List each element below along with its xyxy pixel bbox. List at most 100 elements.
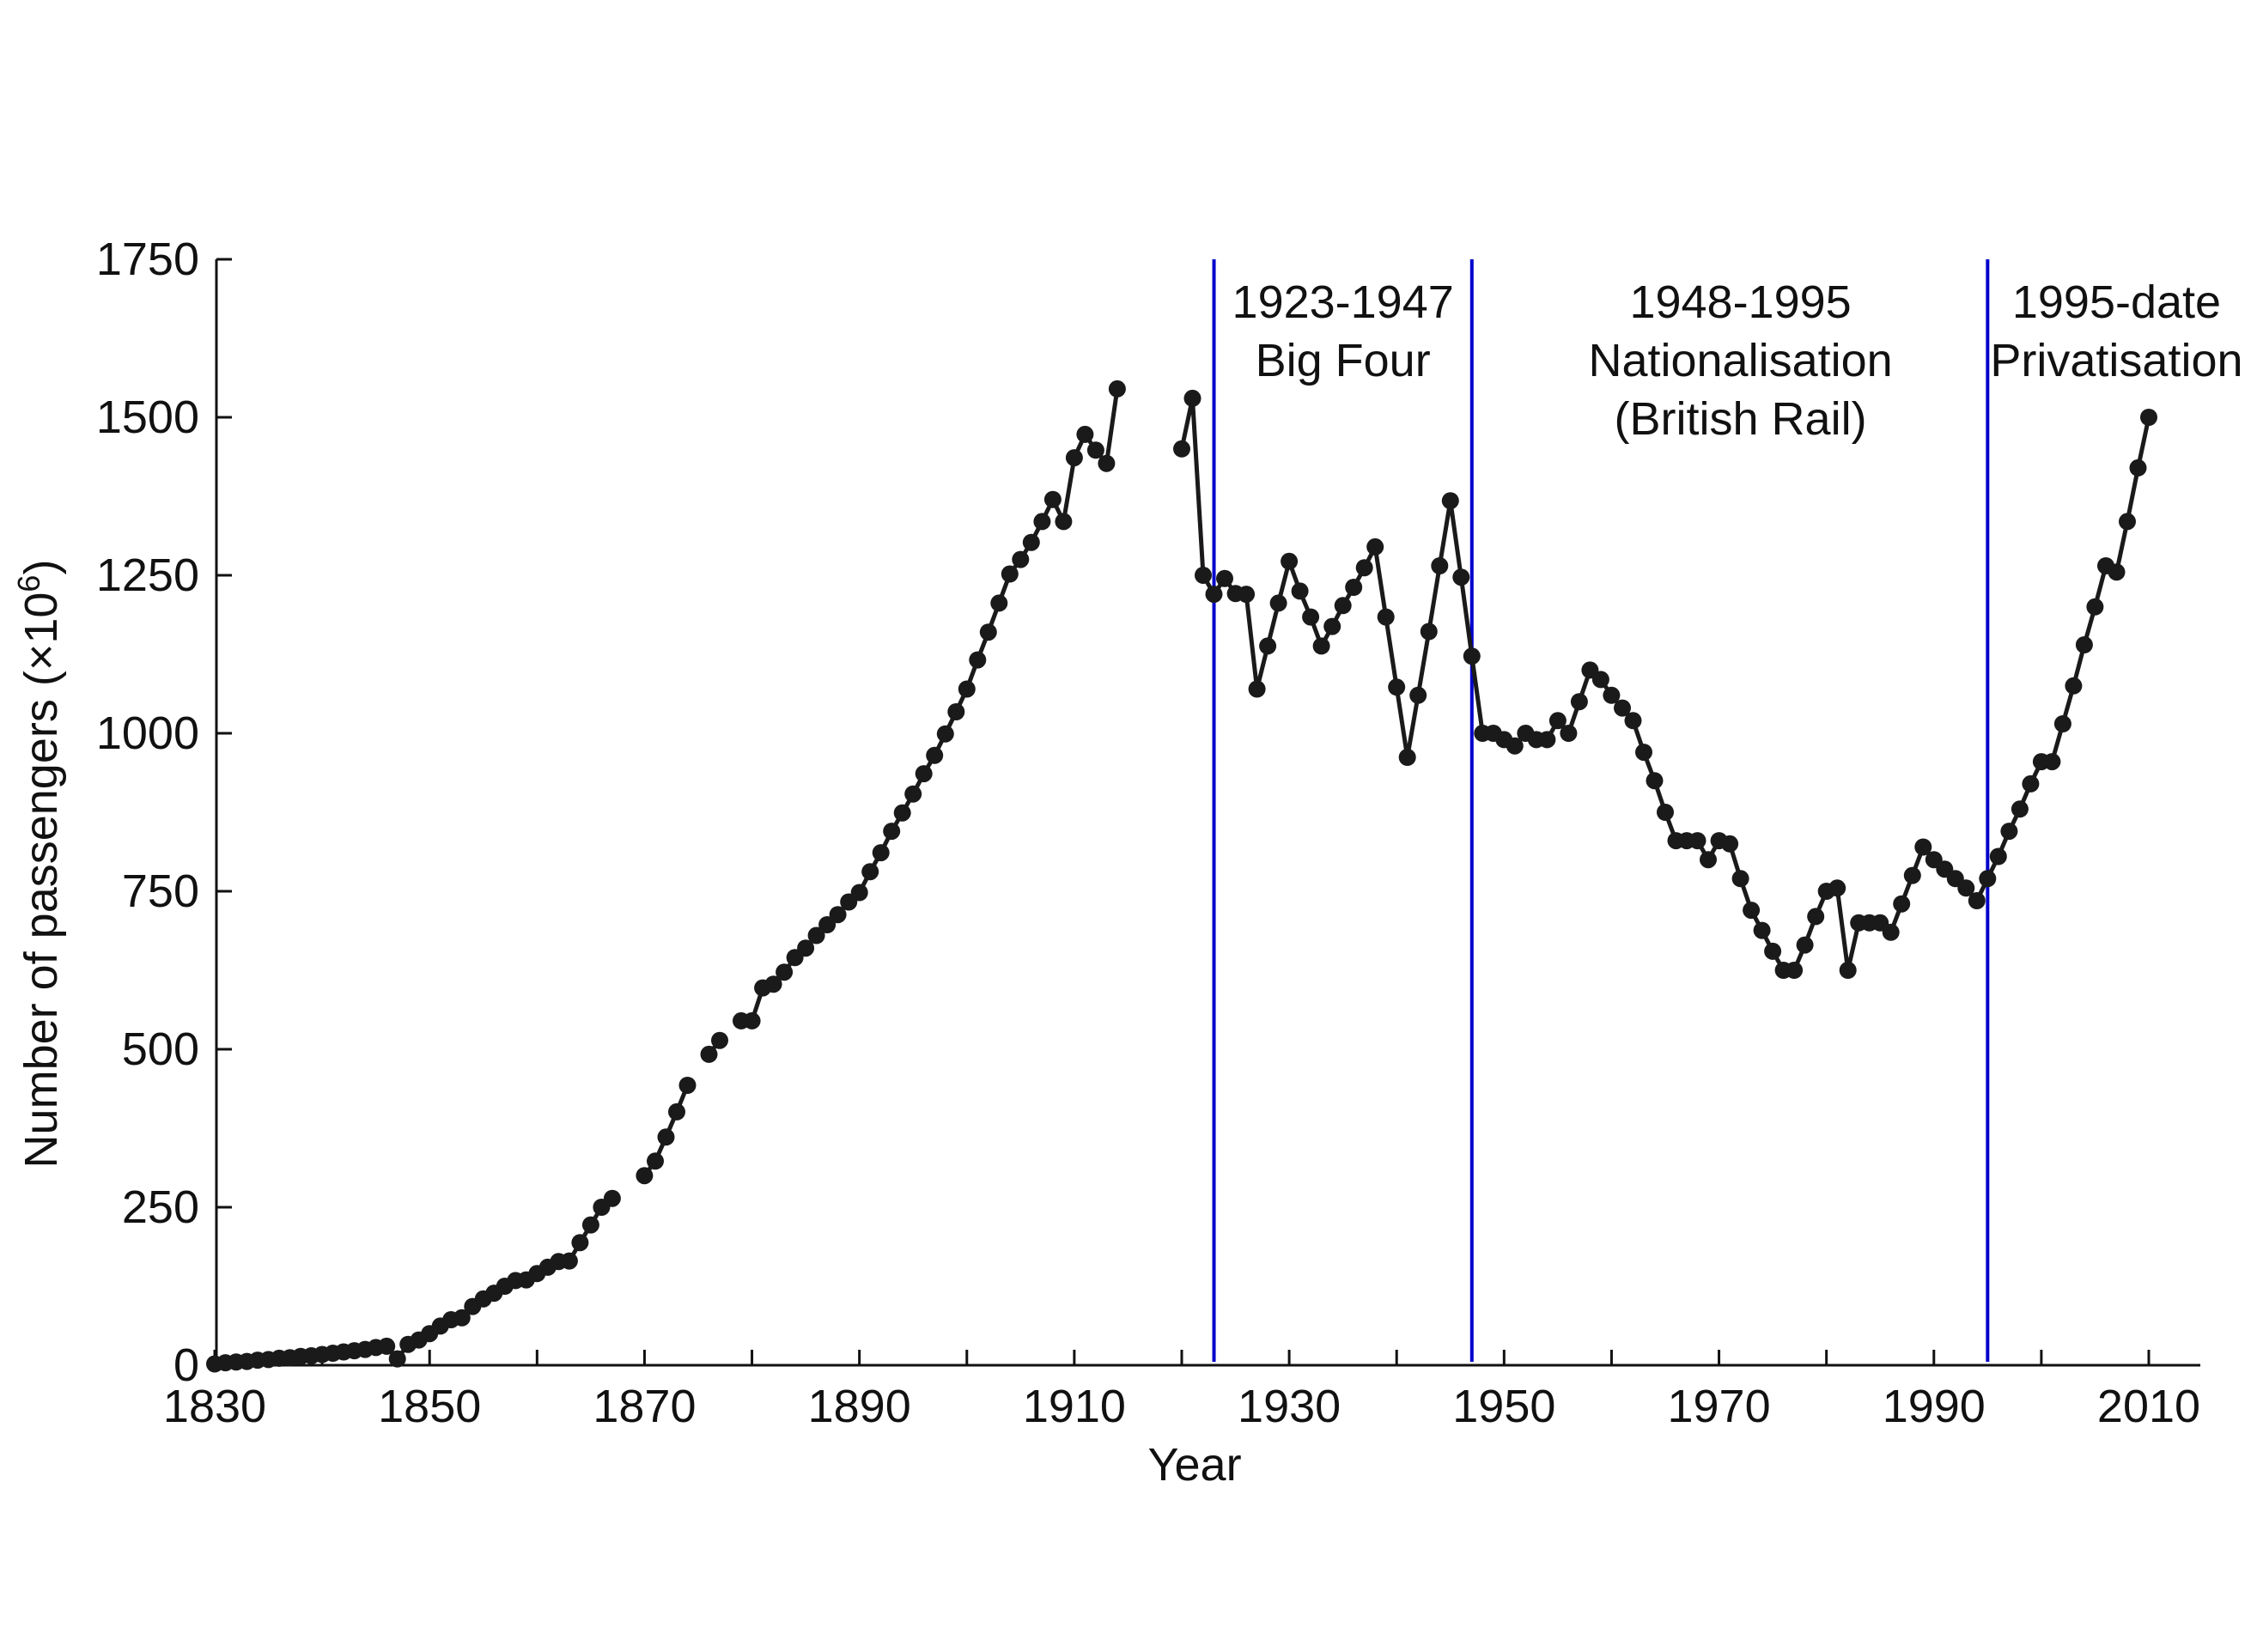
data-point bbox=[2086, 598, 2104, 616]
data-point bbox=[603, 1189, 621, 1207]
y-tick-label: 1250 bbox=[96, 550, 199, 601]
data-point bbox=[2108, 563, 2126, 581]
data-point bbox=[776, 963, 794, 981]
data-point bbox=[893, 804, 911, 822]
data-point bbox=[1420, 623, 1438, 641]
data-point bbox=[1366, 538, 1384, 556]
data-point bbox=[969, 651, 987, 669]
data-point bbox=[1065, 449, 1083, 467]
data-point bbox=[1248, 680, 1266, 698]
era-annotation: Privatisation bbox=[1990, 335, 2242, 386]
data-point bbox=[1721, 835, 1739, 853]
y-tick-label: 0 bbox=[173, 1339, 199, 1391]
data-point bbox=[1098, 454, 1116, 472]
data-point bbox=[700, 1045, 718, 1063]
data-point bbox=[2043, 753, 2061, 771]
data-point bbox=[1086, 441, 1104, 459]
data-point bbox=[990, 594, 1008, 612]
data-point bbox=[829, 906, 847, 924]
x-tick-label: 1930 bbox=[1238, 1381, 1341, 1432]
data-point bbox=[1570, 693, 1588, 711]
y-tick-label: 250 bbox=[122, 1181, 199, 1233]
data-point bbox=[1291, 582, 1309, 600]
data-point bbox=[807, 926, 825, 944]
data-point bbox=[1055, 513, 1073, 531]
data-point bbox=[743, 1011, 761, 1029]
data-point bbox=[1463, 647, 1481, 665]
data-point bbox=[1796, 936, 1814, 954]
series-line-segment bbox=[1179, 396, 2151, 973]
data-point bbox=[1957, 879, 1975, 897]
data-point bbox=[1753, 921, 1771, 939]
data-point bbox=[1989, 847, 2007, 865]
era-annotation: 1948-1995 bbox=[1629, 276, 1851, 328]
data-point bbox=[1452, 568, 1470, 586]
data-point bbox=[947, 703, 965, 720]
data-point bbox=[979, 623, 997, 641]
data-point bbox=[1409, 686, 1427, 704]
x-tick-label: 2010 bbox=[2097, 1381, 2200, 1432]
data-point bbox=[872, 844, 890, 862]
data-point bbox=[2022, 774, 2040, 793]
data-point bbox=[818, 916, 836, 933]
data-point bbox=[2053, 715, 2071, 732]
data-point bbox=[1259, 637, 1277, 655]
data-point bbox=[678, 1077, 697, 1094]
data-point bbox=[1334, 597, 1352, 615]
data-point bbox=[1700, 851, 1717, 869]
data-point bbox=[657, 1128, 675, 1146]
data-point bbox=[861, 863, 879, 881]
data-point bbox=[926, 746, 944, 764]
y-tick-label: 500 bbox=[122, 1023, 199, 1075]
data-point bbox=[850, 884, 868, 902]
data-point bbox=[1743, 902, 1761, 920]
data-point bbox=[1195, 567, 1212, 584]
x-tick-label: 1850 bbox=[378, 1381, 481, 1432]
data-point bbox=[1538, 731, 1556, 749]
y-axis-label-superscript: 6 bbox=[11, 575, 46, 592]
data-point bbox=[636, 1167, 654, 1185]
data-point bbox=[764, 975, 782, 993]
era-annotation: 1995-date bbox=[2012, 276, 2221, 328]
data-point bbox=[1914, 838, 1932, 856]
y-axis-label-end: ) bbox=[15, 560, 67, 575]
data-point bbox=[2119, 513, 2136, 531]
data-point bbox=[1043, 490, 1062, 508]
data-point bbox=[915, 765, 933, 783]
data-point bbox=[2065, 677, 2083, 695]
data-point bbox=[1323, 617, 1341, 635]
data-point bbox=[388, 1350, 406, 1368]
data-point bbox=[1839, 962, 1857, 979]
data-point bbox=[1302, 608, 1320, 626]
data-point bbox=[1688, 832, 1706, 850]
data-point bbox=[1506, 737, 1524, 755]
data-point bbox=[1205, 586, 1223, 604]
x-tick-label: 1950 bbox=[1452, 1381, 1555, 1432]
data-point bbox=[2075, 636, 2093, 653]
data-point bbox=[1603, 686, 1621, 704]
data-point bbox=[1646, 772, 1664, 790]
series-line-segment bbox=[741, 388, 1120, 1023]
era-annotation: Big Four bbox=[1256, 335, 1431, 386]
data-point bbox=[1033, 513, 1051, 531]
data-point bbox=[1183, 389, 1202, 407]
x-tick-label: 1970 bbox=[1667, 1381, 1770, 1432]
data-point bbox=[1216, 569, 1233, 587]
data-point bbox=[1345, 579, 1363, 596]
data-point bbox=[883, 823, 901, 841]
plot-area: 0 250 500 750 1000 1250 1500 1750 1830 1850 1870 18… bbox=[96, 234, 2243, 1432]
data-point bbox=[1731, 870, 1749, 888]
data-point bbox=[1022, 533, 1040, 551]
data-point bbox=[581, 1216, 599, 1234]
data-point bbox=[668, 1102, 685, 1121]
data-point bbox=[936, 725, 954, 743]
x-tick-label: 1890 bbox=[808, 1381, 911, 1432]
era-annotation: (British Rail) bbox=[1615, 393, 1867, 445]
data-point bbox=[453, 1309, 471, 1327]
data-point bbox=[1398, 749, 1416, 766]
data-point bbox=[1355, 559, 1373, 577]
data-point bbox=[1807, 908, 1825, 926]
era-annotation: Nationalisation bbox=[1588, 335, 1892, 386]
data-point bbox=[1108, 380, 1126, 398]
